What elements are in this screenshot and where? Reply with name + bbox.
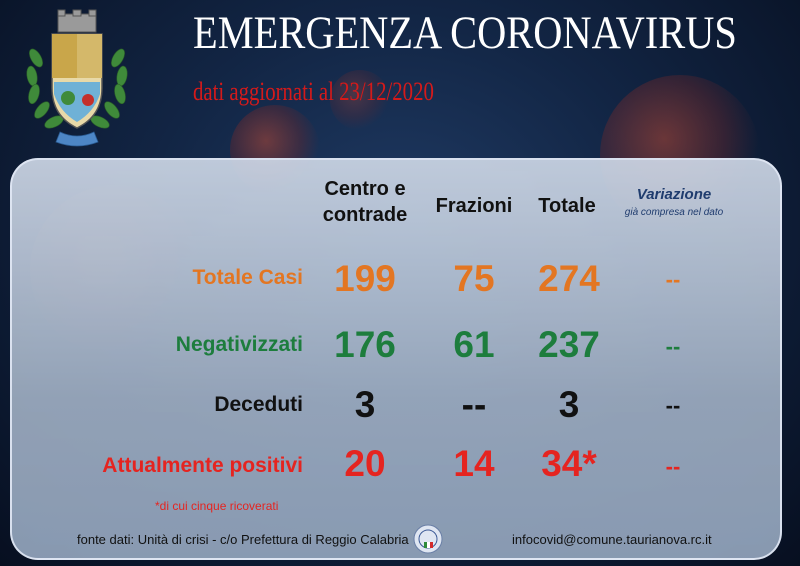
contact-email: infocovid@comune.taurianova.rc.it bbox=[512, 532, 712, 547]
cell-variazione: -- bbox=[665, 393, 681, 418]
cell-value: 199 bbox=[334, 258, 396, 299]
data-source: fonte dati: Unità di crisi - c/o Prefett… bbox=[77, 532, 409, 547]
row-label-negativizzati: Negativizzati bbox=[175, 333, 303, 356]
cell-value: 237 bbox=[538, 324, 600, 365]
cell-variazione: -- bbox=[665, 267, 681, 292]
cell-value: 61 bbox=[453, 324, 495, 365]
cell-variazione: -- bbox=[665, 454, 681, 479]
cell-value: -- bbox=[461, 384, 487, 425]
cell-value: 176 bbox=[334, 324, 396, 365]
column-header-variazione: Variazione bbox=[636, 186, 712, 203]
footnote: *di cui cinque ricoverati bbox=[155, 499, 279, 513]
virus-decoration bbox=[330, 70, 390, 130]
update-date: dati aggiornati al 23/12/2020 bbox=[193, 77, 434, 106]
row-label-attualmente-positivi: Attualmente positivi bbox=[102, 454, 303, 477]
column-header-totale: Totale bbox=[538, 195, 596, 217]
cell-value: 75 bbox=[453, 258, 495, 299]
data-panel bbox=[10, 158, 782, 560]
column-header-frazioni: Frazioni bbox=[435, 195, 513, 217]
cell-value: 3 bbox=[558, 384, 580, 425]
cell-variazione: -- bbox=[665, 334, 681, 359]
cell-value: 14 bbox=[453, 443, 495, 484]
cell-value: 34* bbox=[541, 443, 597, 484]
column-header-centro: Centro e contrade bbox=[322, 178, 408, 226]
police-seal-icon bbox=[413, 524, 443, 554]
row-label-totale-casi: Totale Casi bbox=[192, 266, 303, 289]
column-header-variazione-note: già compresa nel dato bbox=[624, 207, 724, 218]
cell-value: 20 bbox=[344, 443, 386, 484]
coat-of-arms-icon bbox=[26, 9, 128, 147]
page-title: EMERGENZA CORONAVIRUS bbox=[193, 7, 737, 59]
row-label-deceduti: Deceduti bbox=[214, 393, 303, 416]
cell-value: 274 bbox=[538, 258, 600, 299]
cell-value: 3 bbox=[354, 384, 376, 425]
